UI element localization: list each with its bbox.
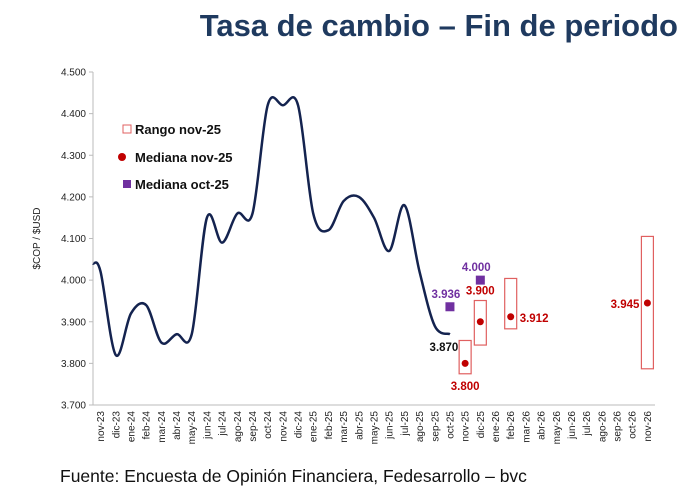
x-tick-label: ene-24 bbox=[126, 411, 137, 443]
x-tick-label: oct-26 bbox=[628, 411, 639, 439]
median-oct-25-label: 3.936 bbox=[432, 289, 461, 301]
y-tick-label: 4.300 bbox=[61, 151, 86, 162]
range-box bbox=[473, 299, 487, 346]
y-tick-label: 3.700 bbox=[61, 401, 86, 412]
x-tick-label: may-25 bbox=[370, 411, 381, 445]
x-tick-label: jun-26 bbox=[567, 411, 578, 440]
median-nov-25-label: 3.800 bbox=[451, 381, 480, 393]
exchange-rate-line bbox=[92, 96, 451, 357]
range-box bbox=[504, 277, 518, 330]
median-nov-25-point bbox=[476, 318, 484, 326]
legend-range-icon bbox=[122, 124, 132, 134]
y-axis-label: $COP / $USD bbox=[32, 207, 43, 269]
legend-median-nov-label: Mediana nov-25 bbox=[135, 150, 233, 165]
x-tick-label: nov-25 bbox=[461, 411, 472, 442]
x-tick-label: nov-24 bbox=[278, 411, 289, 442]
y-tick-label: 4.500 bbox=[61, 68, 86, 79]
x-tick-label: may-24 bbox=[187, 411, 198, 445]
x-tick-label: sep-25 bbox=[430, 411, 441, 442]
chart-title: Tasa de cambio – Fin de periodo bbox=[199, 8, 678, 43]
x-tick-label: jun-24 bbox=[202, 411, 213, 440]
x-tick-label: abr-24 bbox=[172, 411, 183, 440]
legend-median-oct-icon bbox=[123, 180, 131, 188]
x-tick-label: jul-25 bbox=[400, 411, 411, 437]
x-tick-label: ene-26 bbox=[491, 411, 502, 443]
x-tick-label: feb-26 bbox=[506, 411, 517, 440]
median-nov-25-point bbox=[643, 299, 651, 307]
x-tick-label: jul-24 bbox=[218, 411, 229, 437]
legend-median-nov-icon bbox=[118, 153, 126, 161]
x-tick-label: feb-25 bbox=[324, 411, 335, 440]
x-tick-label: ago-24 bbox=[233, 411, 244, 443]
x-tick-label: ago-25 bbox=[415, 411, 426, 443]
median-nov-25-label: 3.900 bbox=[466, 286, 495, 298]
legend-median-oct-label: Mediana oct-25 bbox=[135, 177, 229, 192]
x-tick-label: nov-26 bbox=[643, 411, 654, 442]
source-footer: Fuente: Encuesta de Opinión Financiera, … bbox=[60, 466, 527, 486]
range-box bbox=[458, 339, 472, 375]
y-tick-label: 4.400 bbox=[61, 109, 86, 120]
x-tick-label: abr-26 bbox=[537, 411, 548, 440]
y-tick-label: 4.000 bbox=[61, 276, 86, 287]
x-tick-label: mar-26 bbox=[521, 411, 532, 443]
x-tick-label: ene-25 bbox=[309, 411, 320, 443]
last-value-label: 3.870 bbox=[430, 342, 459, 354]
x-tick-label: dic-24 bbox=[294, 411, 305, 439]
median-nov-25-point bbox=[507, 313, 515, 321]
x-tick-label: sep-26 bbox=[613, 411, 624, 442]
median-oct-25-label: 4.000 bbox=[462, 262, 491, 274]
x-tick-label: dic-23 bbox=[111, 411, 122, 439]
y-tick-label: 3.800 bbox=[61, 359, 86, 370]
y-tick-label: 3.900 bbox=[61, 317, 86, 328]
x-tick-label: may-26 bbox=[552, 411, 563, 445]
median-nov-25-point bbox=[461, 359, 469, 367]
x-tick-label: ago-26 bbox=[597, 411, 608, 443]
y-tick-label: 4.100 bbox=[61, 234, 86, 245]
median-nov-25-label: 3.912 bbox=[520, 313, 549, 325]
range-box bbox=[640, 235, 655, 370]
x-tick-label: dic-25 bbox=[476, 411, 487, 439]
median-nov-25-label: 3.945 bbox=[611, 299, 640, 311]
x-tick-label: mar-25 bbox=[339, 411, 350, 443]
x-tick-label: oct-25 bbox=[445, 411, 456, 439]
x-tick-label: abr-25 bbox=[354, 411, 365, 440]
x-tick-label: sep-24 bbox=[248, 411, 259, 442]
median-oct-25-point bbox=[475, 275, 485, 285]
x-tick-label: mar-24 bbox=[157, 411, 168, 443]
legend-range-label: Rango nov-25 bbox=[135, 122, 221, 137]
x-tick-label: oct-24 bbox=[263, 411, 274, 439]
x-tick-label: jul-26 bbox=[582, 411, 593, 437]
x-tick-label: jun-25 bbox=[385, 411, 396, 440]
median-oct-25-point bbox=[445, 302, 455, 312]
y-tick-label: 4.200 bbox=[61, 192, 86, 203]
x-tick-label: nov-23 bbox=[96, 411, 107, 442]
x-tick-label: feb-24 bbox=[142, 411, 153, 440]
